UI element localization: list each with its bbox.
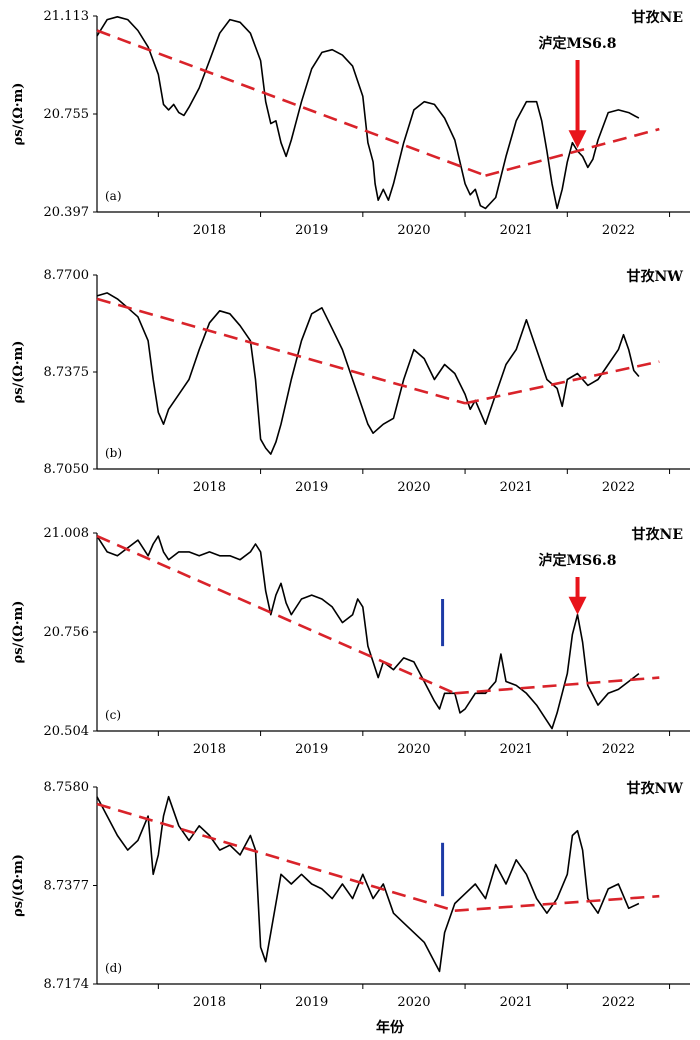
x-tick-label: 2018: [193, 742, 226, 757]
resistivity-series: [96, 535, 640, 730]
earthquake-label: 泸定MS6.8: [539, 35, 617, 52]
x-tick-label: 2021: [500, 223, 533, 238]
x-tick-label: 2022: [602, 995, 635, 1010]
trend-line: [464, 360, 660, 405]
x-tick-label: 2021: [500, 742, 533, 757]
y-tick-label: 8.7050: [44, 462, 90, 477]
panel-label: (a): [105, 189, 122, 203]
y-tick-label: 20.504: [44, 724, 90, 739]
x-tick-label: 2019: [295, 742, 328, 757]
y-tick-label: 20.756: [44, 625, 90, 640]
x-tick-label: 2018: [193, 223, 226, 238]
earthquake-label: 泸定MS6.8: [539, 552, 617, 569]
y-tick-label: 8.7377: [44, 879, 90, 894]
x-axis-title: 年份: [376, 1019, 405, 1036]
trend-line: [485, 127, 660, 177]
y-tick-label: 8.7174: [44, 977, 90, 992]
trend-line: [96, 534, 456, 695]
panel-label: (b): [105, 446, 122, 460]
resistivity-series: [96, 795, 640, 973]
station-label: 甘孜NE: [632, 526, 683, 543]
trend-line: [454, 676, 660, 695]
x-tick-label: 2019: [295, 223, 328, 238]
y-tick-label: 8.7580: [44, 780, 90, 795]
x-tick-label: 2022: [602, 742, 635, 757]
x-tick-label: 2021: [500, 995, 533, 1010]
x-tick-label: 2020: [397, 223, 430, 238]
x-tick-label: 2022: [602, 480, 635, 495]
y-axis-title: ρs/(Ω·m): [11, 341, 26, 404]
trend-line: [96, 297, 466, 405]
x-tick-label: 2020: [397, 995, 430, 1010]
y-axis-title: ρs/(Ω·m): [11, 83, 26, 146]
resistivity-series: [96, 292, 640, 455]
x-tick-label: 2018: [193, 995, 226, 1010]
y-tick-label: 21.008: [44, 526, 90, 541]
y-tick-label: 8.7700: [44, 268, 90, 283]
resistivity-series: [96, 15, 640, 210]
y-tick-label: 8.7375: [44, 365, 90, 380]
y-axis-title: ρs/(Ω·m): [11, 854, 26, 917]
chart-panel-3: 8.75808.73778.71742018201920202021202220…: [11, 780, 690, 1010]
trend-line: [96, 29, 486, 177]
y-tick-label: 20.397: [44, 205, 90, 220]
chart-panel-2: 21.00820.75620.5042018201920202021202220…: [11, 526, 690, 757]
y-axis-title: ρs/(Ω·m): [11, 601, 26, 664]
y-tick-label: 21.113: [44, 9, 90, 24]
chart-panel-1: 8.77008.73758.70502018201920202021202220…: [11, 268, 690, 495]
x-tick-label: 2021: [500, 480, 533, 495]
chart-panel-0: 21.11320.75520.3972018201920202021202220…: [11, 9, 690, 238]
station-label: 甘孜NW: [626, 780, 683, 797]
y-tick-label: 20.755: [44, 107, 90, 122]
x-tick-label: 2018: [193, 480, 226, 495]
x-tick-label: 2020: [397, 742, 430, 757]
earthquake-arrow-head: [568, 130, 587, 149]
earthquake-arrow-head: [568, 596, 587, 615]
station-label: 甘孜NW: [626, 268, 683, 285]
x-tick-label: 2020: [397, 480, 430, 495]
station-label: 甘孜NE: [632, 9, 683, 26]
trend-line: [96, 802, 456, 912]
x-tick-label: 2022: [602, 223, 635, 238]
panel-label: (d): [105, 961, 122, 975]
x-tick-label: 2019: [295, 480, 328, 495]
panel-label: (c): [105, 708, 121, 722]
trend-line: [454, 894, 660, 912]
x-tick-label: 2019: [295, 995, 328, 1010]
